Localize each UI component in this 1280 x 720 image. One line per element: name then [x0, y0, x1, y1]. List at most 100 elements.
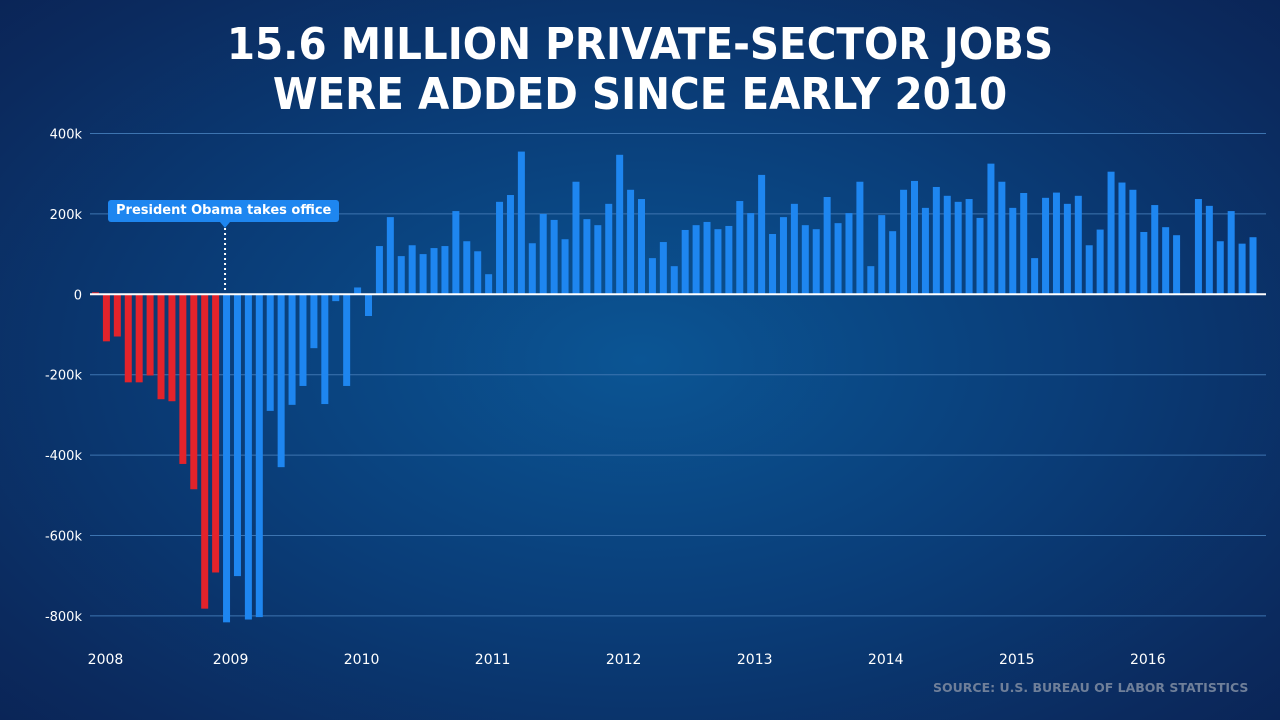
bar	[124, 294, 132, 383]
gridlines	[90, 133, 1266, 617]
bar	[889, 231, 897, 295]
bar	[976, 217, 984, 295]
bar	[845, 213, 853, 295]
bar	[823, 197, 831, 295]
bar	[92, 292, 99, 295]
bar	[692, 225, 700, 295]
bar	[714, 229, 722, 295]
bar	[1074, 195, 1082, 295]
bar	[900, 189, 908, 295]
bar	[365, 294, 372, 317]
bar	[1107, 171, 1115, 295]
bar	[812, 229, 820, 295]
bar	[408, 245, 416, 295]
x-tick-label: 2014	[868, 652, 904, 668]
chart-title: 15.6 MILLION PRIVATE-SECTOR JOBS WERE AD…	[51, 20, 1229, 120]
bar	[1227, 211, 1235, 295]
x-tick-label: 2012	[606, 652, 642, 668]
x-tick-label: 2009	[213, 652, 249, 668]
bar	[1096, 229, 1104, 295]
bar	[1162, 227, 1170, 295]
bar	[332, 294, 340, 302]
obama-annotation-label: President Obama takes office	[108, 200, 340, 222]
bar	[190, 294, 198, 490]
bar	[638, 199, 645, 295]
bar	[659, 242, 667, 295]
bar	[1205, 205, 1213, 295]
y-tick-label: -400k	[45, 449, 83, 464]
bar	[834, 223, 842, 295]
y-axis-ticks: 400k 200k 0 -200k -400k -600k -800k	[45, 128, 83, 625]
bar	[965, 199, 973, 295]
bar	[736, 201, 744, 295]
y-tick-label: -800k	[45, 610, 83, 625]
y-tick-label: 400k	[50, 128, 83, 143]
bar	[779, 217, 787, 295]
x-axis-ticks: 2008 2009 2010 2011 2012 2013 2014 2015 2016	[88, 652, 1166, 668]
bar	[605, 203, 613, 295]
bar	[375, 246, 383, 295]
bar	[648, 258, 656, 295]
bar	[463, 241, 471, 295]
bar	[343, 294, 351, 386]
bar	[288, 294, 296, 405]
bar	[496, 201, 504, 295]
bar	[419, 254, 427, 295]
bar	[168, 294, 176, 402]
bar	[430, 248, 438, 295]
bars	[92, 151, 1257, 623]
bar	[1216, 241, 1224, 295]
chart-title-line-2: WERE ADDED SINCE EARLY 2010	[272, 69, 1008, 120]
bar	[998, 181, 1006, 295]
bar	[769, 234, 777, 295]
bar	[113, 294, 121, 337]
bar	[856, 181, 864, 295]
bar	[801, 225, 809, 295]
bar	[550, 219, 558, 295]
y-tick-label: 200k	[50, 208, 83, 223]
bar	[255, 294, 263, 618]
bar	[594, 225, 602, 295]
bar	[790, 203, 798, 295]
bar	[539, 213, 547, 295]
x-tick-label: 2016	[1130, 652, 1166, 668]
bar	[485, 274, 493, 295]
x-tick-label: 2008	[88, 652, 124, 668]
bar	[878, 215, 886, 295]
bar	[681, 229, 689, 295]
bar	[277, 294, 285, 468]
bar	[1173, 235, 1181, 295]
bar	[299, 294, 307, 386]
bar	[987, 163, 995, 295]
bar	[1009, 207, 1017, 295]
bar	[616, 154, 624, 295]
bar	[747, 213, 755, 295]
bar	[1063, 203, 1071, 295]
bar	[157, 294, 165, 400]
chart-title-line-1: 15.6 MILLION PRIVATE-SECTOR JOBS	[226, 19, 1054, 70]
bar	[179, 294, 187, 464]
x-tick-label: 2013	[737, 652, 773, 668]
bar	[310, 294, 318, 349]
bar	[1194, 199, 1202, 295]
bar	[921, 207, 929, 295]
bar	[1129, 189, 1137, 295]
bar	[954, 201, 962, 295]
bar	[474, 251, 482, 295]
bar	[1238, 243, 1246, 295]
bar	[758, 174, 766, 295]
bar	[1020, 192, 1028, 295]
bar	[452, 211, 460, 295]
annotation-pointer-icon	[220, 222, 230, 228]
x-tick-label: 2015	[999, 652, 1035, 668]
bar	[146, 294, 154, 376]
bar	[725, 225, 733, 295]
source-note: SOURCE: U.S. BUREAU OF LABOR STATISTICS	[933, 680, 1249, 695]
bar	[102, 294, 110, 342]
bar	[354, 287, 362, 295]
bar	[223, 294, 231, 623]
bar	[932, 186, 940, 295]
bar	[1052, 192, 1060, 295]
bar	[1249, 237, 1257, 295]
